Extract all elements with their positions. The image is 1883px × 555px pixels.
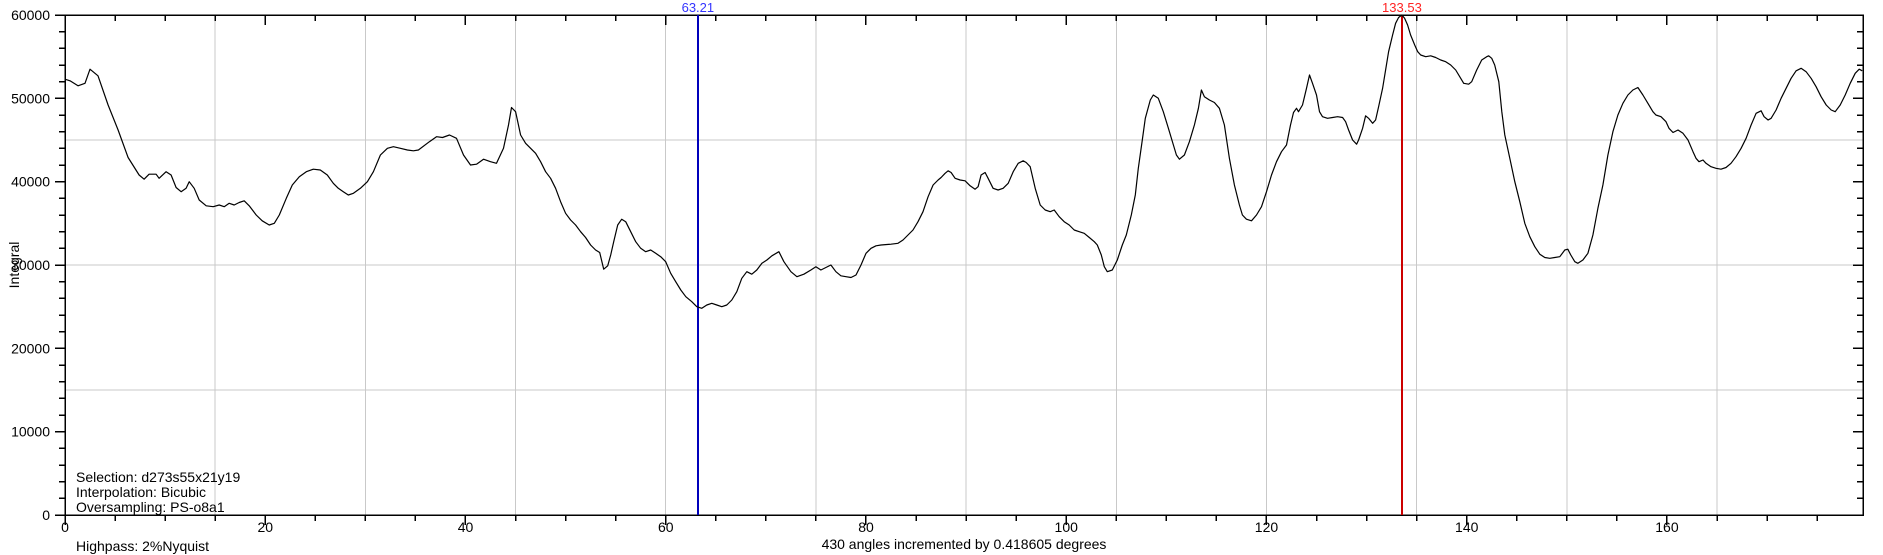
x-tick-label: 20 [257,519,273,535]
y-tick-label: 30000 [11,257,50,273]
x-tick-label: 40 [458,519,474,535]
x-tick-label: 0 [61,519,69,535]
min-marker-label: 63.21 [682,0,715,15]
max-marker-label: 133.53 [1382,0,1422,15]
x-tick-label: 120 [1255,519,1279,535]
y-tick-label: 50000 [11,90,50,106]
y-axis-title: Integral [6,241,22,289]
x-axis-title: 430 angles incremented by 0.418605 degre… [821,536,1107,552]
y-tick-label: 10000 [11,424,50,440]
x-tick-label: 80 [858,519,874,535]
x-tick-label: 160 [1655,519,1679,535]
annotation-oversampling: Oversampling: PS-o8a1 [76,499,225,515]
y-tick-label: 20000 [11,340,50,356]
annotation-selection: Selection: d273s55x21y19 [76,469,241,485]
y-tick-label: 0 [42,507,50,523]
y-tick-label: 60000 [11,7,50,23]
plot-frame [64,14,1864,516]
y-tick-label: 40000 [11,174,50,190]
x-tick-label: 100 [1055,519,1079,535]
annotation-highpass: Highpass: 2%Nyquist [76,538,210,554]
x-tick-label: 60 [658,519,674,535]
x-tick-label: 140 [1455,519,1479,535]
annotation-interpolation: Interpolation: Bicubic [76,484,206,500]
integral-curve [64,14,1863,309]
